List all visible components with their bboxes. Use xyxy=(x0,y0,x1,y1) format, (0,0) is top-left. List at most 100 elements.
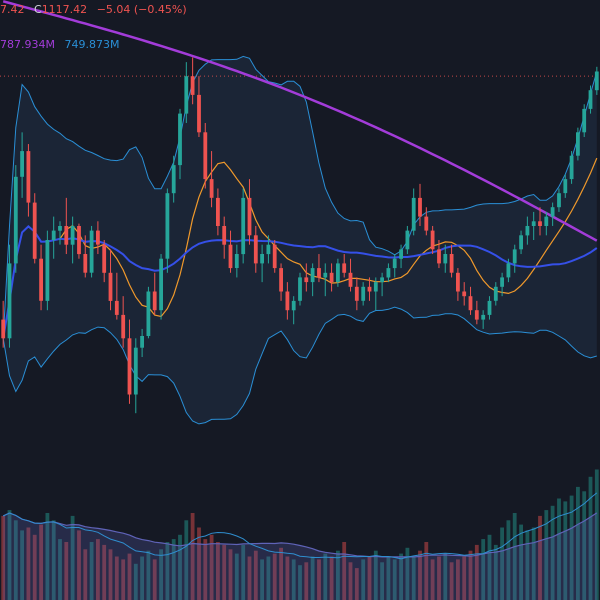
candle-body xyxy=(500,277,504,287)
candle-body xyxy=(184,76,189,114)
volume-bar xyxy=(89,542,94,600)
candle-body xyxy=(519,235,523,250)
candle-body xyxy=(272,244,277,269)
candle-body xyxy=(253,235,258,264)
candle-body xyxy=(228,244,233,269)
change-value: −5.04 (−0.45%) xyxy=(96,3,187,16)
volume-bar xyxy=(342,542,347,600)
volume-bar xyxy=(430,559,435,600)
volume-bar xyxy=(424,542,429,600)
candle-body xyxy=(474,310,479,320)
volume-bar xyxy=(133,563,138,600)
candle-body xyxy=(443,254,448,264)
candle-body xyxy=(348,272,353,287)
volume-bar xyxy=(108,549,113,600)
candle-body xyxy=(386,268,391,278)
volume-bar xyxy=(77,530,81,600)
volume-bar xyxy=(531,527,536,600)
sma-blue-line xyxy=(2,225,598,339)
volume-bar xyxy=(39,524,43,600)
volume-ma-legend: 787.934M 749.873M xyxy=(0,38,125,51)
candle-body xyxy=(64,226,69,245)
sma-purple-line xyxy=(2,0,598,242)
ohlc-tail-value: 7.42 xyxy=(0,3,25,16)
candle-body xyxy=(430,230,435,250)
volume-bar xyxy=(96,539,100,600)
candle-body xyxy=(121,314,126,339)
candle-body xyxy=(190,76,195,95)
candle-body xyxy=(354,286,359,301)
volume-bar xyxy=(291,559,296,600)
volume-bar xyxy=(45,513,50,600)
volume-bar xyxy=(462,556,467,600)
volume-bar xyxy=(411,556,416,600)
candle-body xyxy=(260,254,264,264)
volume-bar xyxy=(576,486,580,600)
candle-body xyxy=(493,286,498,301)
candle-body xyxy=(13,176,18,264)
volume-ma-fast-value: 749.873M xyxy=(64,38,120,51)
candle-body xyxy=(127,338,132,395)
volume-bar xyxy=(178,534,182,600)
volume-bar xyxy=(234,553,239,600)
candle-body xyxy=(209,179,214,198)
volume-bar xyxy=(20,530,24,600)
candle-body xyxy=(102,244,107,273)
candle-body xyxy=(323,272,328,278)
candle-body xyxy=(83,254,88,273)
volume-bar xyxy=(525,530,530,600)
volume-bar xyxy=(26,527,31,600)
volume-bar xyxy=(146,550,151,600)
volume-bar xyxy=(32,534,37,600)
candle-body xyxy=(7,263,12,339)
volume-bar xyxy=(285,556,290,600)
volume-bar xyxy=(216,542,220,600)
candle-body xyxy=(538,221,542,226)
volume-bar xyxy=(468,550,473,600)
volume-bar xyxy=(493,544,498,600)
candle-body xyxy=(70,226,75,245)
volume-bar xyxy=(557,498,561,600)
volume-bar xyxy=(51,520,56,600)
candle-body xyxy=(39,258,43,301)
candle-body xyxy=(234,254,239,268)
volume-bar xyxy=(386,556,391,600)
volume-bar xyxy=(222,544,227,600)
volume-bar xyxy=(563,501,568,600)
candle-body xyxy=(380,277,384,283)
volume-bar xyxy=(1,515,6,600)
candle-body xyxy=(285,291,290,311)
volume-bar xyxy=(348,562,353,600)
candle-body xyxy=(361,286,366,301)
volume-bar xyxy=(241,544,246,600)
volume-bar xyxy=(405,547,410,600)
volume-bar xyxy=(373,550,378,600)
candle-body xyxy=(304,277,309,283)
candle-body xyxy=(582,108,587,133)
candle-body xyxy=(462,291,467,297)
candle-body xyxy=(108,272,113,301)
candle-body xyxy=(506,263,511,278)
candle-body xyxy=(594,71,599,91)
volume-bar xyxy=(7,510,12,600)
volume-bar xyxy=(582,491,587,600)
candle-body xyxy=(140,336,144,348)
volume-ma-slow-line xyxy=(2,512,598,558)
candle-body xyxy=(45,240,50,301)
volume-bar xyxy=(594,469,599,600)
sma-orange-line xyxy=(2,157,598,339)
candle-body xyxy=(216,197,220,226)
candle-body xyxy=(411,197,416,231)
volume-bar xyxy=(519,524,523,600)
volume-bar xyxy=(272,553,277,600)
volume-bar xyxy=(140,556,144,600)
volume-bar xyxy=(449,562,454,600)
candle-body xyxy=(563,179,568,194)
candle-body xyxy=(178,113,182,166)
candle-body xyxy=(468,296,473,311)
volume-bar xyxy=(298,565,302,600)
candle-body xyxy=(58,226,62,231)
candle-body xyxy=(550,207,555,217)
volume-bar xyxy=(58,539,62,600)
